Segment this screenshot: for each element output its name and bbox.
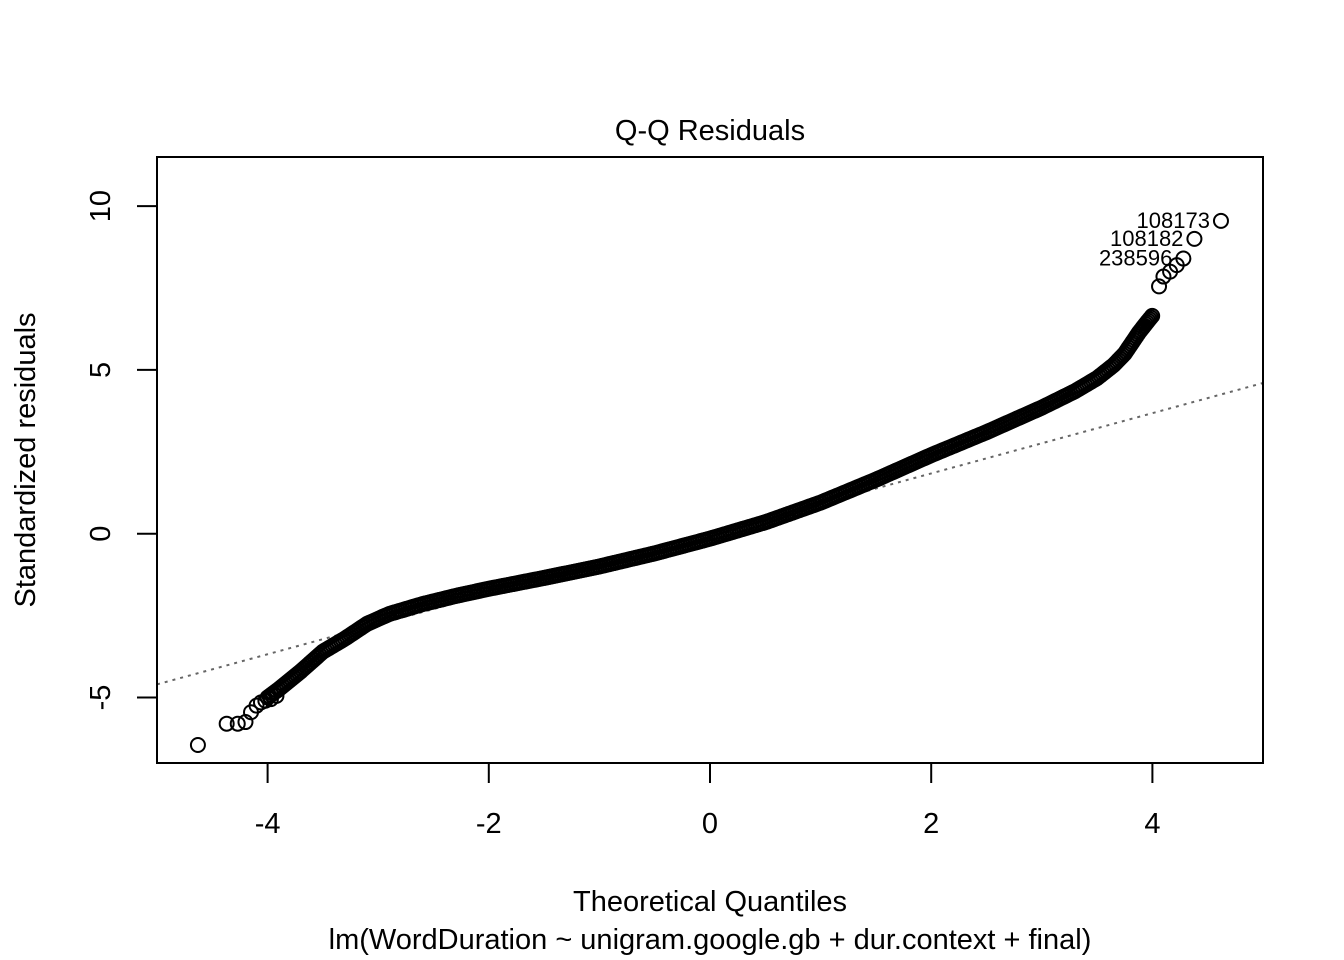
x-tick-label: 4 <box>1144 808 1160 840</box>
point-label: 238596 <box>1099 246 1172 271</box>
y-tick-label: 10 <box>85 190 117 222</box>
x-axis-label: Theoretical Quantiles <box>573 886 847 918</box>
point-label: 108173 <box>1137 208 1210 233</box>
y-tick-label: 0 <box>85 526 117 542</box>
qq-point <box>229 715 246 732</box>
plot-frame <box>156 156 1264 764</box>
y-axis: -5 0 5 10 <box>85 190 158 711</box>
x-tick-label: -4 <box>255 808 281 840</box>
qq-point <box>1141 311 1158 328</box>
y-tick-label: 5 <box>85 362 117 378</box>
chart-header: Q-Q Residuals <box>615 115 805 147</box>
x-axis: -4 -2 0 2 4 <box>255 762 1160 840</box>
qq-point <box>1175 250 1192 267</box>
qq-point <box>1140 312 1157 329</box>
x-tick-label: 0 <box>702 808 718 840</box>
qq-point <box>1142 309 1159 326</box>
x-tick-label: -2 <box>476 808 502 840</box>
point-label: 108182 <box>1110 226 1183 251</box>
chart-title: Q-Q Residuals <box>615 115 805 147</box>
qq-point <box>1144 307 1161 324</box>
qq-point <box>1212 212 1229 229</box>
y-axis-label: Standardized residuals <box>10 312 42 607</box>
qq-point <box>1151 278 1168 295</box>
qq-point <box>189 736 206 753</box>
qq-point <box>268 687 285 704</box>
data-points <box>189 212 1229 753</box>
x-tick-label: 2 <box>923 808 939 840</box>
y-tick-label: -5 <box>85 685 117 711</box>
qq-point <box>218 715 235 732</box>
qq-point <box>1186 230 1203 247</box>
qq-point <box>248 697 265 714</box>
chart-subtitle: lm(WordDuration ~ unigram.google.gb + du… <box>329 924 1092 956</box>
